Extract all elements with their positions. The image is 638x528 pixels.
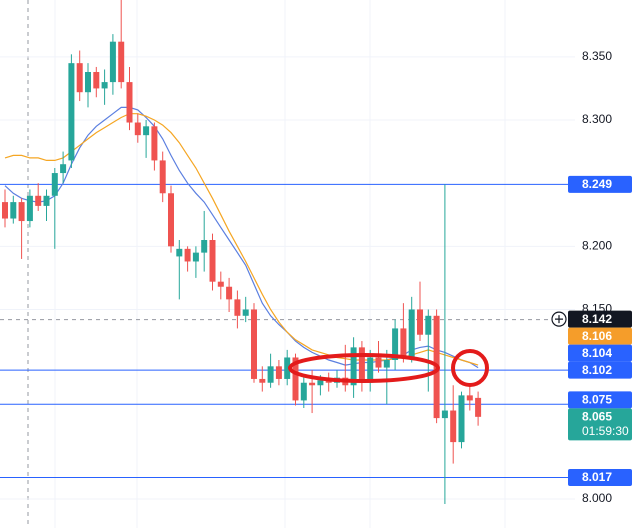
candle-body (375, 357, 382, 368)
price-label-box (568, 327, 632, 345)
candle-body (466, 395, 473, 401)
candle-body (60, 164, 67, 174)
candle-body (392, 328, 399, 360)
candle-body (2, 202, 8, 219)
candle-body (275, 366, 282, 379)
candle-body (475, 397, 482, 417)
price-label-box (568, 391, 632, 409)
candle-body (176, 248, 183, 257)
price-label-box (568, 408, 632, 441)
candle-body (267, 366, 274, 383)
candle-body (358, 347, 365, 383)
candle-body (350, 347, 357, 386)
candle-body (93, 72, 100, 89)
candle-body (400, 328, 407, 358)
price-label-box (568, 310, 632, 328)
candle-body (292, 357, 299, 401)
candle-body (251, 309, 257, 379)
vertical-grid (54, 0, 506, 528)
candle-body (209, 240, 216, 282)
candle-body (35, 195, 42, 206)
price-labels: 8.3508.3008.2008.1508.0008.2498.1428.106… (551, 49, 632, 505)
price-label: 8.102 (582, 363, 612, 377)
price-label-box (568, 175, 632, 193)
candle-body (76, 63, 83, 93)
plus-icon (555, 315, 563, 324)
candle-body (309, 382, 316, 386)
candle-body (217, 281, 224, 287)
candle-body (284, 357, 291, 379)
y-tick-label: 8.350 (582, 49, 612, 63)
price-label: 8.104 (582, 346, 612, 360)
candle-body (201, 240, 208, 253)
candle-body (85, 72, 91, 93)
price-label-box (568, 468, 632, 486)
price-label: 8.017 (582, 470, 612, 484)
candle-body (300, 382, 307, 401)
candle-body (367, 357, 374, 383)
annotations (288, 349, 489, 387)
candle-body (226, 286, 233, 300)
candle-body (383, 360, 390, 368)
price-label: 8.075 (582, 393, 612, 407)
price-countdown: 01:59:30 (582, 424, 629, 438)
price-label: 8.249 (582, 177, 612, 191)
candle-body (51, 173, 58, 196)
price-label: 8.065 (582, 410, 612, 424)
price-label-box (568, 344, 632, 362)
candle-body (317, 380, 324, 386)
candle-body (10, 202, 17, 219)
candle-body (159, 160, 166, 194)
candle-body (18, 202, 25, 222)
candle-body (101, 82, 108, 89)
candle-body (259, 378, 266, 383)
candle-body (118, 41, 125, 83)
candle-body (450, 410, 457, 443)
candle-body (458, 395, 465, 443)
y-tick-label: 8.200 (582, 238, 612, 252)
candle-body (143, 126, 150, 136)
candle-body (192, 252, 199, 262)
candle-body (151, 126, 158, 161)
candle-body (408, 309, 415, 358)
price-label: 8.106 (582, 329, 612, 343)
candle-body (242, 309, 249, 316)
candle-body (425, 315, 432, 335)
price-label: 8.142 (582, 312, 612, 326)
candle-body (184, 248, 191, 262)
candle-body (441, 410, 448, 419)
candle-body (68, 63, 75, 161)
y-tick-label: 8.000 (582, 491, 612, 505)
candle-body (109, 41, 116, 83)
candle-body (134, 122, 141, 136)
candle-body (43, 195, 50, 206)
candle-body (168, 193, 174, 247)
candle-body (234, 299, 241, 316)
candle-body (126, 82, 133, 123)
annotation-ellipse (288, 353, 440, 383)
candle-body (26, 195, 33, 222)
candle-body (417, 309, 423, 335)
y-tick-label: 8.300 (582, 112, 612, 126)
price-label-box (568, 361, 632, 379)
annotation-circle (451, 349, 489, 387)
